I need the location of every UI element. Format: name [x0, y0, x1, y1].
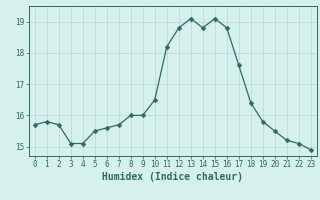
- X-axis label: Humidex (Indice chaleur): Humidex (Indice chaleur): [102, 172, 243, 182]
